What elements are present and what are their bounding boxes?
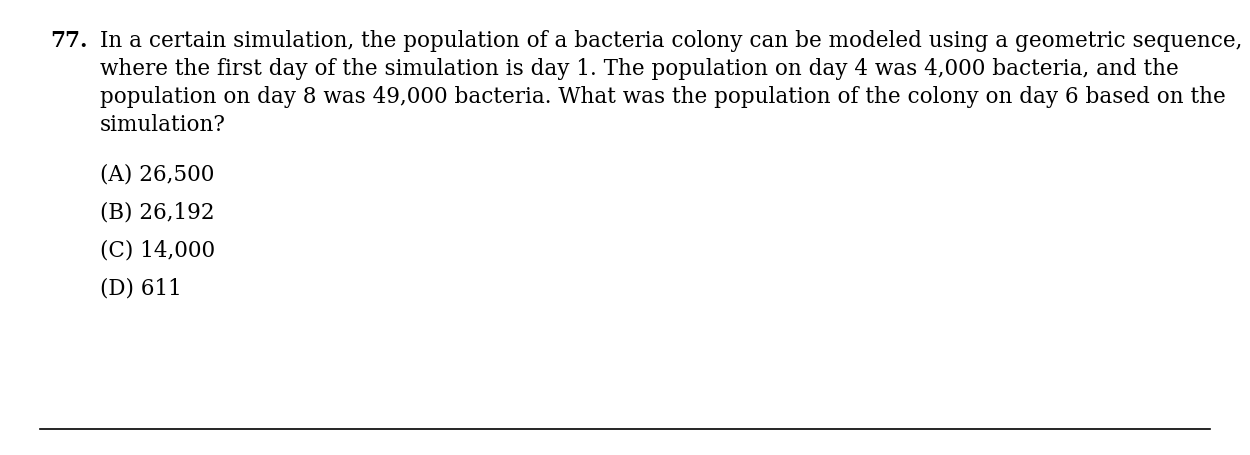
Text: In a certain simulation, the population of a bacteria colony can be modeled usin: In a certain simulation, the population … — [100, 30, 1242, 52]
Text: 77.: 77. — [50, 30, 88, 52]
Text: (A) 26,500: (A) 26,500 — [100, 164, 215, 186]
Text: population on day 8 was 49,000 bacteria. What was the population of the colony o: population on day 8 was 49,000 bacteria.… — [100, 86, 1226, 108]
Text: (C) 14,000: (C) 14,000 — [100, 239, 215, 262]
Text: where the first day of the simulation is day 1. The population on day 4 was 4,00: where the first day of the simulation is… — [100, 58, 1179, 80]
Text: (D) 611: (D) 611 — [100, 278, 181, 299]
Text: simulation?: simulation? — [100, 114, 226, 136]
Text: (B) 26,192: (B) 26,192 — [100, 202, 215, 223]
